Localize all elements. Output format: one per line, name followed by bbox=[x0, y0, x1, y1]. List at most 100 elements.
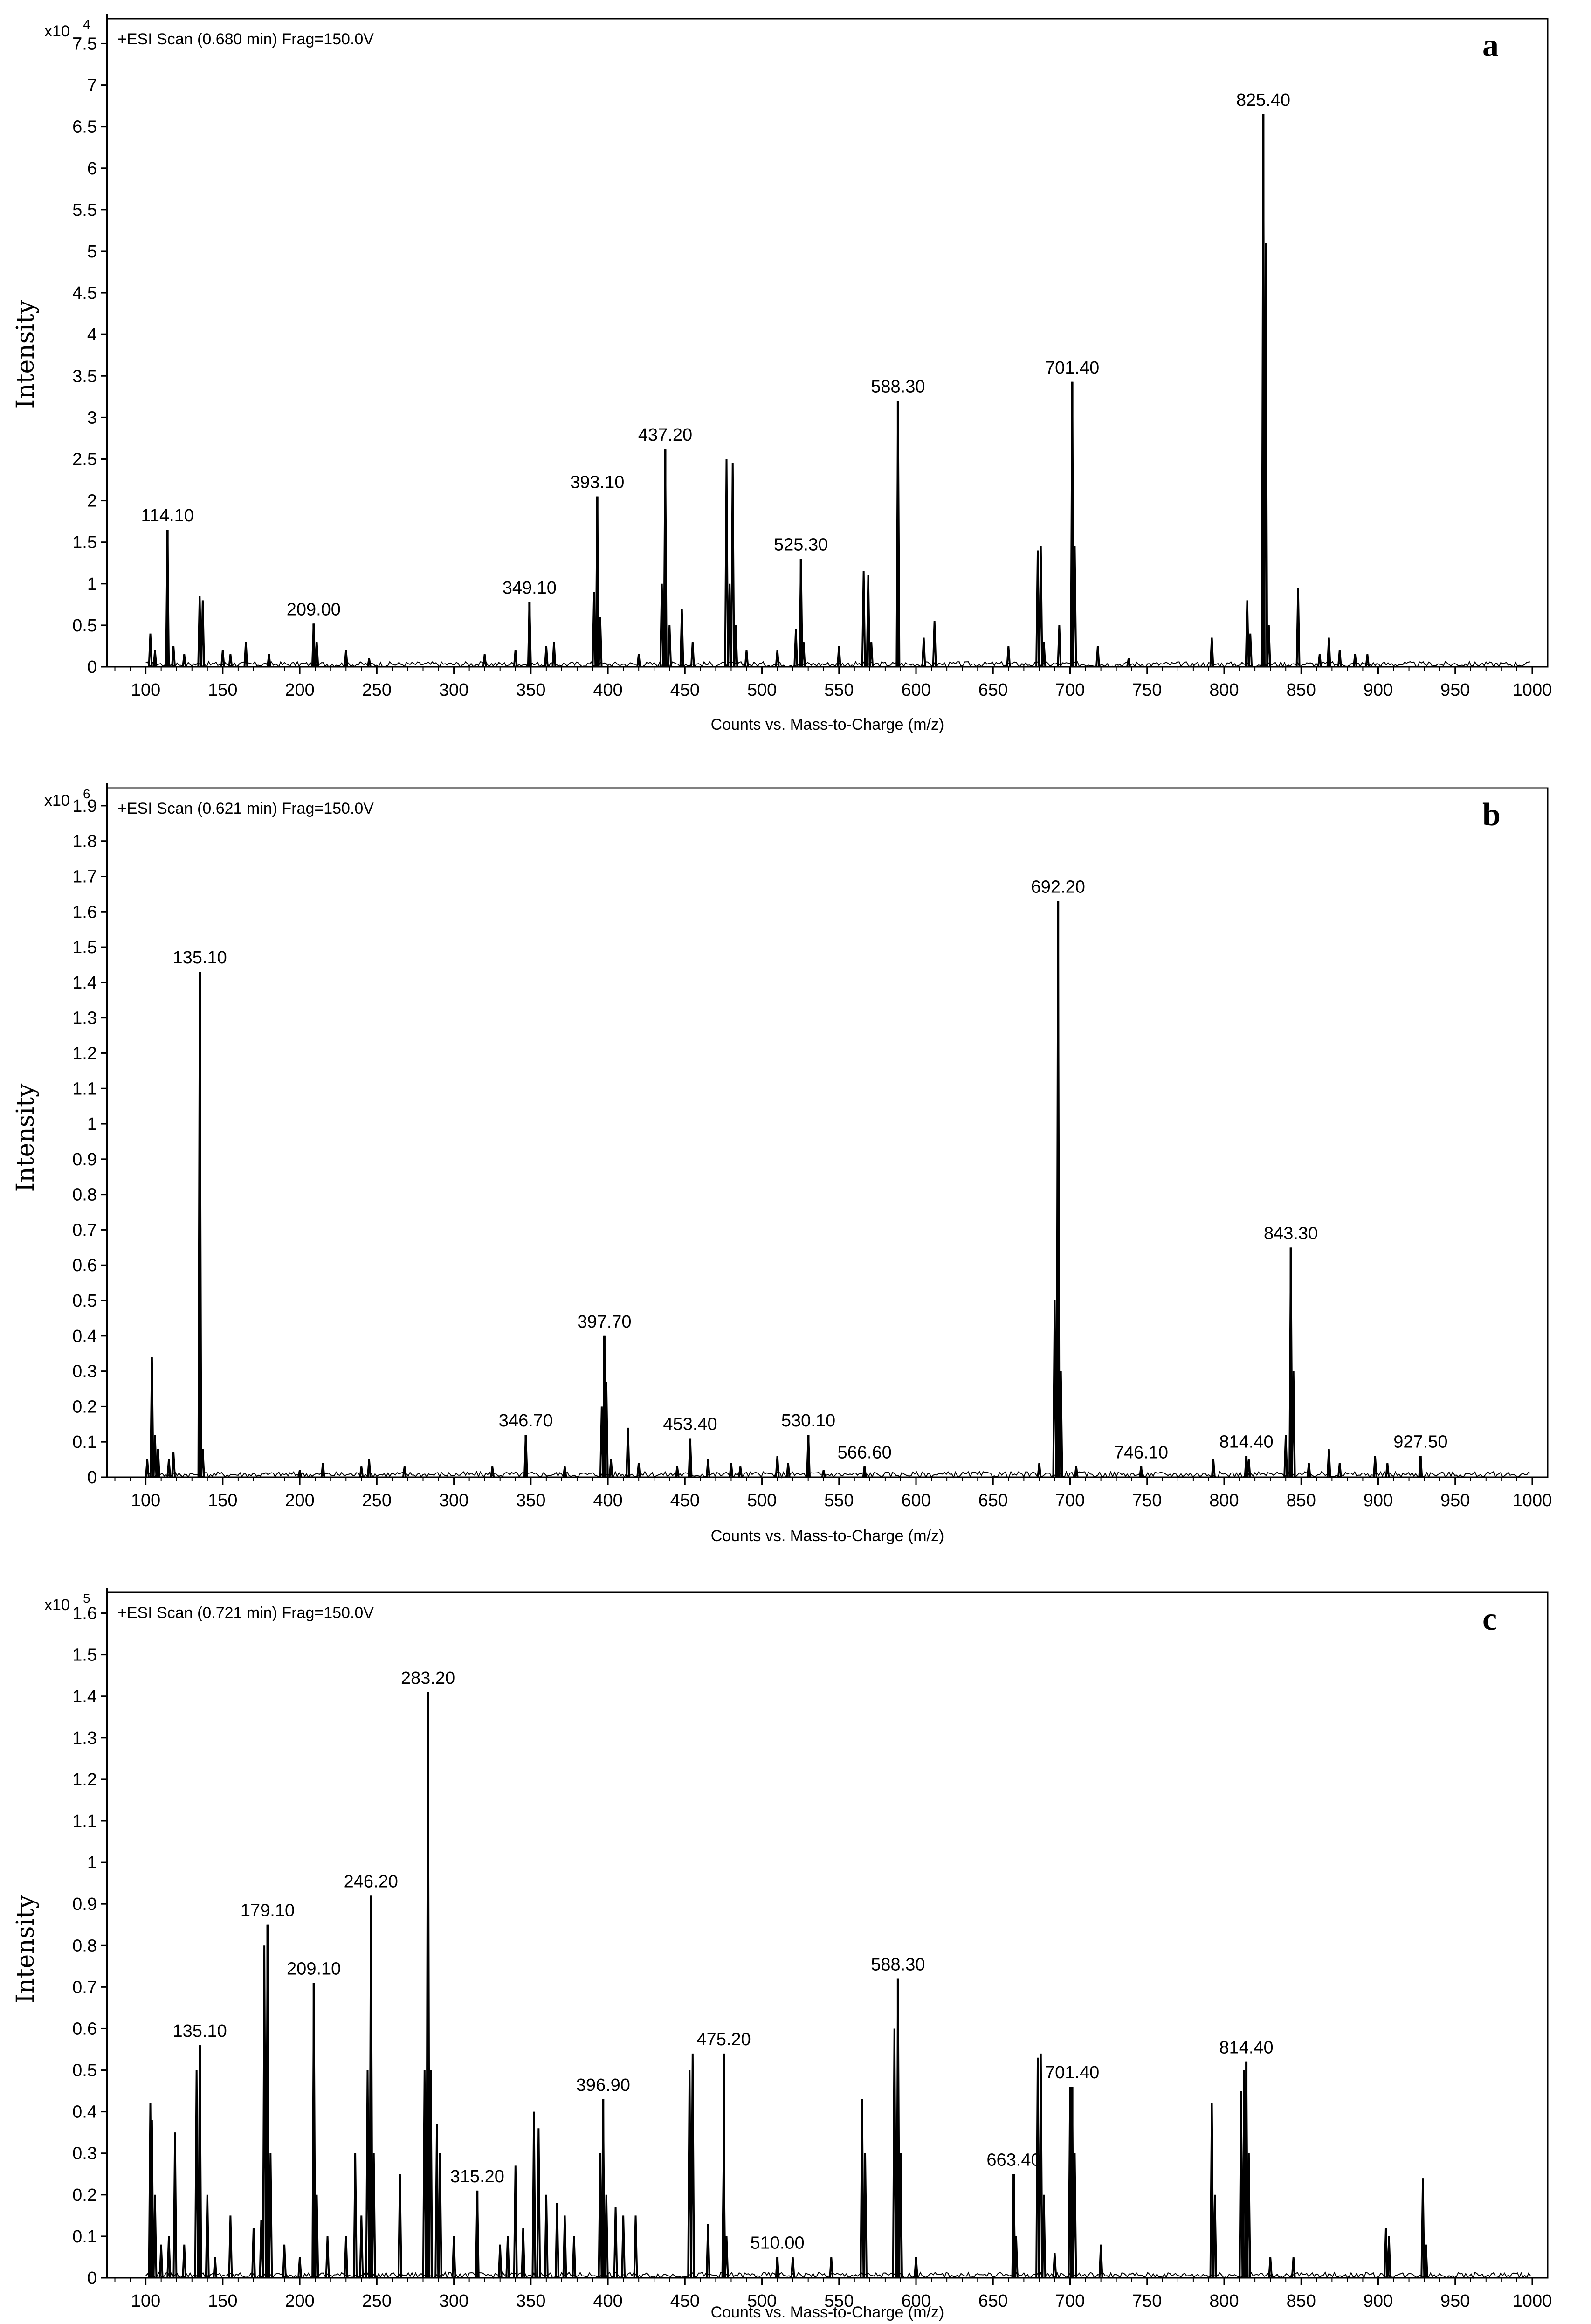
spectrum-peak bbox=[531, 2111, 537, 2278]
peak-label: 588.30 bbox=[871, 1955, 925, 1975]
baseline-noise bbox=[145, 1470, 1531, 1479]
peak-label: 349.10 bbox=[503, 578, 557, 598]
x-tick-label: 250 bbox=[362, 1491, 392, 1510]
scan-info: +ESI Scan (0.621 min) Frag=150.0V bbox=[117, 800, 374, 817]
peak-label: 396.90 bbox=[576, 2075, 630, 2095]
spectrum-peak bbox=[513, 2165, 518, 2278]
spectrum-peak bbox=[1037, 1463, 1042, 1478]
y-multiplier: x10 bbox=[44, 1596, 70, 1614]
spectrum-peak bbox=[1423, 2244, 1428, 2278]
spectrum-peak bbox=[626, 1427, 631, 1478]
x-tick-label: 850 bbox=[1287, 2291, 1316, 2311]
spectrum-peak bbox=[145, 1459, 150, 1478]
spectrum-peak bbox=[366, 658, 372, 667]
spectrum-peak bbox=[1057, 625, 1062, 667]
spectrum-peak bbox=[1337, 650, 1342, 667]
peak-label: 525.30 bbox=[774, 535, 828, 554]
y-tick-label: 0.2 bbox=[72, 2186, 97, 2205]
spectrum-peak bbox=[402, 1466, 407, 1478]
peak-label: 746.10 bbox=[1114, 1443, 1168, 1462]
x-tick-label: 150 bbox=[208, 1491, 237, 1510]
x-tick-label: 900 bbox=[1364, 2291, 1393, 2311]
x-tick-label: 300 bbox=[439, 1491, 468, 1510]
x-tick-label: 350 bbox=[516, 1491, 545, 1510]
spectrum-peak bbox=[1291, 2257, 1296, 2278]
spectrum-peak bbox=[1246, 2153, 1251, 2278]
x-tick-label: 550 bbox=[824, 2291, 854, 2311]
y-tick-label: 1 bbox=[87, 574, 97, 594]
spectrum-peak bbox=[636, 1463, 641, 1478]
x-tick-label: 550 bbox=[824, 680, 854, 700]
x-tick-label: 850 bbox=[1287, 1491, 1316, 1510]
spectrum-peak bbox=[172, 2132, 178, 2278]
spectrum-peak bbox=[1058, 1371, 1063, 1478]
spectrum-peak bbox=[228, 2215, 233, 2278]
scan-info: +ESI Scan (0.721 min) Frag=150.0V bbox=[117, 1604, 374, 1622]
y-tick-label: 6 bbox=[87, 159, 97, 179]
y-tick-label: 1.2 bbox=[72, 1770, 97, 1790]
x-tick-label: 350 bbox=[516, 680, 545, 700]
y-tick-label: 0.7 bbox=[72, 1978, 97, 1997]
x-tick-label: 350 bbox=[516, 2291, 545, 2311]
spectrum-peak bbox=[604, 2194, 609, 2278]
spectrum-peak bbox=[860, 2099, 865, 2278]
x-tick-label: 600 bbox=[901, 2291, 930, 2311]
x-tick-label: 1000 bbox=[1513, 1491, 1552, 1510]
spectrum-peak bbox=[679, 609, 684, 667]
spectrum-peak bbox=[1352, 654, 1357, 667]
spectrum-peak bbox=[297, 1470, 303, 1478]
y-tick-label: 0 bbox=[87, 1468, 97, 1487]
spectrum-peak bbox=[775, 1456, 780, 1478]
spectrum-peak bbox=[1386, 2236, 1391, 2278]
x-tick-label: 750 bbox=[1132, 680, 1162, 700]
spectrum-peak bbox=[194, 2070, 199, 2278]
y-tick-label: 1.1 bbox=[72, 1812, 97, 1831]
peak-label: 246.20 bbox=[344, 1872, 398, 1891]
spectrum-peak bbox=[497, 2244, 503, 2278]
spectrum-peak bbox=[1326, 637, 1331, 667]
x-tick-label: 750 bbox=[1132, 1491, 1162, 1510]
y-axis-title: Intensity bbox=[12, 1083, 40, 1192]
x-tick-label: 200 bbox=[285, 2291, 314, 2311]
spectrum-peak bbox=[1317, 654, 1322, 667]
y-tick-label: 0.4 bbox=[72, 1327, 97, 1346]
spectrum-peak bbox=[521, 2228, 526, 2278]
spectrum-peak bbox=[1072, 546, 1077, 667]
y-multiplier-exponent: 4 bbox=[83, 17, 90, 32]
spectrum-peak bbox=[366, 1459, 372, 1478]
spectrum-peak bbox=[733, 625, 738, 667]
spectrum-peak bbox=[1306, 1463, 1311, 1478]
spectrum-peak bbox=[667, 625, 672, 667]
spectrum-peak bbox=[1072, 2153, 1077, 2278]
spectrum-peak bbox=[1248, 633, 1253, 667]
peak-label: 209.10 bbox=[287, 1959, 341, 1978]
spectrum-peak bbox=[1095, 646, 1100, 667]
spectrum-peak bbox=[428, 2070, 434, 2278]
panel-b: 0 0.1 0.2 0.3 0.4 0.5 0.6 0.7 0.8 0.9 1 1.1 1.2 1.3 1.… bbox=[12, 783, 1552, 1545]
spectrum-peak bbox=[801, 642, 806, 667]
plot-frame bbox=[106, 787, 1549, 1478]
spectrum-peak bbox=[1126, 658, 1131, 667]
spectrum-peak bbox=[437, 2153, 442, 2278]
y-tick-label: 2 bbox=[87, 491, 97, 511]
peak-label: 135.10 bbox=[173, 2021, 227, 2041]
spectrum-peak bbox=[513, 650, 518, 667]
y-tick-label: 1.3 bbox=[72, 1009, 97, 1028]
x-tick-label: 800 bbox=[1209, 2291, 1239, 2311]
x-tick-label: 800 bbox=[1209, 1491, 1239, 1510]
y-tick-label: 5 bbox=[87, 242, 97, 262]
y-tick-label: 1.5 bbox=[72, 1646, 97, 1665]
spectrum-peak bbox=[149, 1357, 154, 1478]
y-tick-label: 0.6 bbox=[72, 1256, 97, 1275]
spectrum-peak bbox=[1263, 243, 1268, 667]
spectrum-peak bbox=[359, 1466, 364, 1478]
peak-label: 510.00 bbox=[750, 2233, 804, 2253]
plot-frame bbox=[106, 18, 1549, 668]
y-tick-label: 1.9 bbox=[72, 796, 97, 816]
spectrum-peak bbox=[690, 2053, 695, 2278]
spectrum-peak bbox=[790, 2257, 795, 2278]
spectrum-peak bbox=[1006, 646, 1011, 667]
spectrum-peak bbox=[365, 2070, 370, 2278]
spectrum-peak bbox=[482, 654, 487, 667]
